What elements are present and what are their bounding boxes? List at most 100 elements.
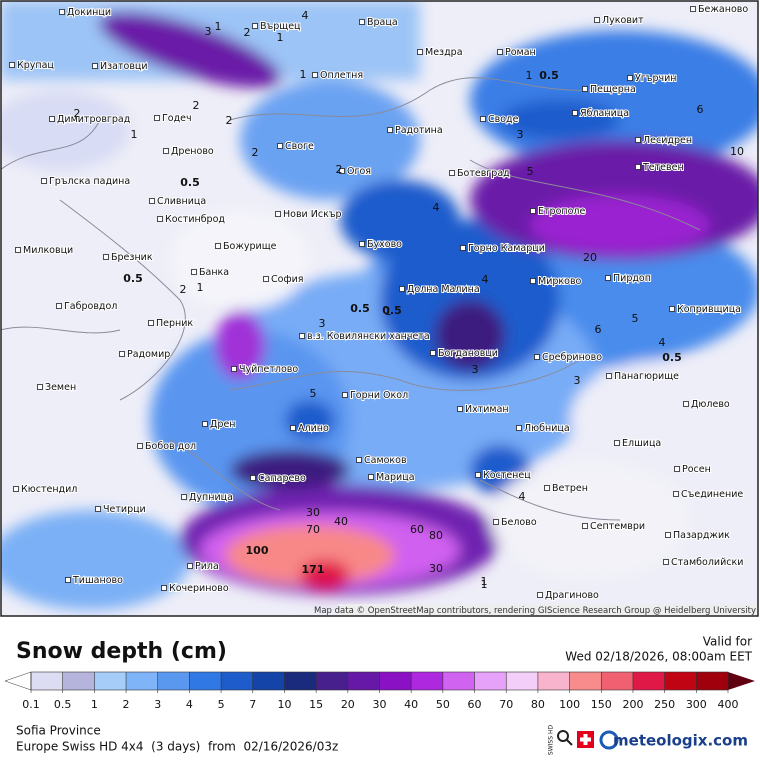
contour-label: 0.5 <box>180 176 200 189</box>
town-marker <box>191 269 197 275</box>
town-marker <box>163 148 169 154</box>
town-label: Съединение <box>681 489 743 500</box>
colorbar-bin <box>126 672 159 690</box>
town-marker <box>9 62 15 68</box>
contour-label: 1 <box>215 20 222 33</box>
contour-label: 40 <box>334 515 348 528</box>
contour-label: 3 <box>472 363 479 376</box>
colorbar-tick-label: 300 <box>686 698 707 711</box>
contour-label: 2 <box>244 26 251 39</box>
contour-label: 2 <box>193 99 200 112</box>
colorbar-tick-label: 15 <box>309 698 323 711</box>
town-marker <box>635 137 641 143</box>
town-marker <box>530 278 536 284</box>
colorbar-bin <box>442 672 476 690</box>
contour-label: 0.5 <box>350 302 370 315</box>
colorbar-frame <box>30 671 729 691</box>
colorbar-bin <box>632 672 666 690</box>
colorbar-tick-label: 50 <box>436 698 450 711</box>
town-label: Костенец <box>483 470 531 481</box>
town-label: Димитровград <box>57 114 131 125</box>
town-marker <box>605 275 611 281</box>
town-marker <box>665 532 671 538</box>
town-label: Своде <box>488 114 519 125</box>
town-label: Пирдоп <box>613 273 651 284</box>
colorbar: 0.1 0.5 1 2 3 4 5 7 10 15 20 30 40 50 60 70 80 100 150 200 2… <box>22 671 755 711</box>
colorbar-tick-label: 60 <box>468 698 482 711</box>
area <box>1 90 130 170</box>
town-label: Бежаново <box>698 4 748 15</box>
colorbar-tick-label: 80 <box>531 698 545 711</box>
town-marker <box>157 216 163 222</box>
town-label: Панагюрище <box>614 371 679 382</box>
town-marker <box>202 421 208 427</box>
area <box>1 510 190 610</box>
town-label: Марица <box>376 472 415 483</box>
contour-label: 0.5 <box>123 272 143 285</box>
colorbar-bin <box>411 672 444 690</box>
area <box>435 300 505 370</box>
town-label: Роман <box>505 47 536 58</box>
map-frame <box>0 0 759 617</box>
contour-label: 2 <box>252 146 259 159</box>
town-marker <box>582 86 588 92</box>
brand[interactable]: meteologix.com <box>613 732 748 750</box>
town-marker <box>460 245 466 251</box>
town-marker <box>635 164 641 170</box>
town-marker <box>457 406 463 412</box>
town-marker <box>606 373 612 379</box>
model-info: Europe Swiss HD 4x4 (3 days) from 02/16/… <box>16 740 338 754</box>
town-label: Бобов дол <box>145 441 196 452</box>
town-marker <box>493 519 499 525</box>
border <box>1 77 701 521</box>
contour-label: 4 <box>433 201 440 214</box>
town-label: в.з. Ковилянски ханчета <box>307 331 430 342</box>
contour-label: 4 <box>482 273 489 286</box>
town-label: Изатовци <box>100 61 148 72</box>
town-label: Дрен <box>210 419 236 430</box>
town-label: Копривщица <box>677 304 741 315</box>
badge: SWISS HD <box>548 725 555 756</box>
town-marker <box>137 443 143 449</box>
town-marker <box>103 254 109 260</box>
town-marker <box>387 127 393 133</box>
town-marker <box>252 23 258 29</box>
town-marker <box>359 19 365 25</box>
colorbar-under <box>4 671 32 691</box>
town-marker <box>15 247 21 253</box>
brand-logo <box>599 730 619 750</box>
contour-label: 2 <box>180 283 187 296</box>
town-marker <box>497 49 503 55</box>
town-label: Четирци <box>103 504 146 515</box>
town-label: Ветрен <box>552 483 588 494</box>
colorbar-bin <box>31 672 64 690</box>
town-marker <box>475 472 481 478</box>
contour-label: 70 <box>306 523 320 536</box>
colorbar-tick-label: 250 <box>654 698 675 711</box>
search-icon <box>557 730 569 742</box>
colorbar-bin <box>537 672 571 690</box>
town-label: Драгиново <box>545 590 599 601</box>
town-label: Сливница <box>157 196 206 207</box>
town-marker <box>399 286 405 292</box>
town-label: Септември <box>590 521 645 532</box>
colorbar-bin <box>62 672 95 690</box>
contour-label: 5 <box>632 312 639 325</box>
town-marker <box>299 333 305 339</box>
attribution: Map data © OpenStreetMap contributors, r… <box>314 606 756 616</box>
colorbar-bin <box>316 672 349 690</box>
town-marker <box>148 320 154 326</box>
colorbar-tick-label: 3 <box>154 698 161 711</box>
town-label: Пещерна <box>590 84 636 95</box>
town-marker <box>368 474 374 480</box>
town-label: Тетевен <box>642 162 684 173</box>
town-marker <box>530 208 536 214</box>
town-marker <box>537 592 543 598</box>
contour-label: 5 <box>527 165 534 178</box>
town-marker <box>49 116 55 122</box>
town-label: Радотина <box>395 125 443 136</box>
contour-label: 1 <box>481 575 488 588</box>
town-label: Белово <box>501 517 537 528</box>
colorbar-bin <box>379 672 412 690</box>
town-label: Огоя <box>347 166 371 177</box>
